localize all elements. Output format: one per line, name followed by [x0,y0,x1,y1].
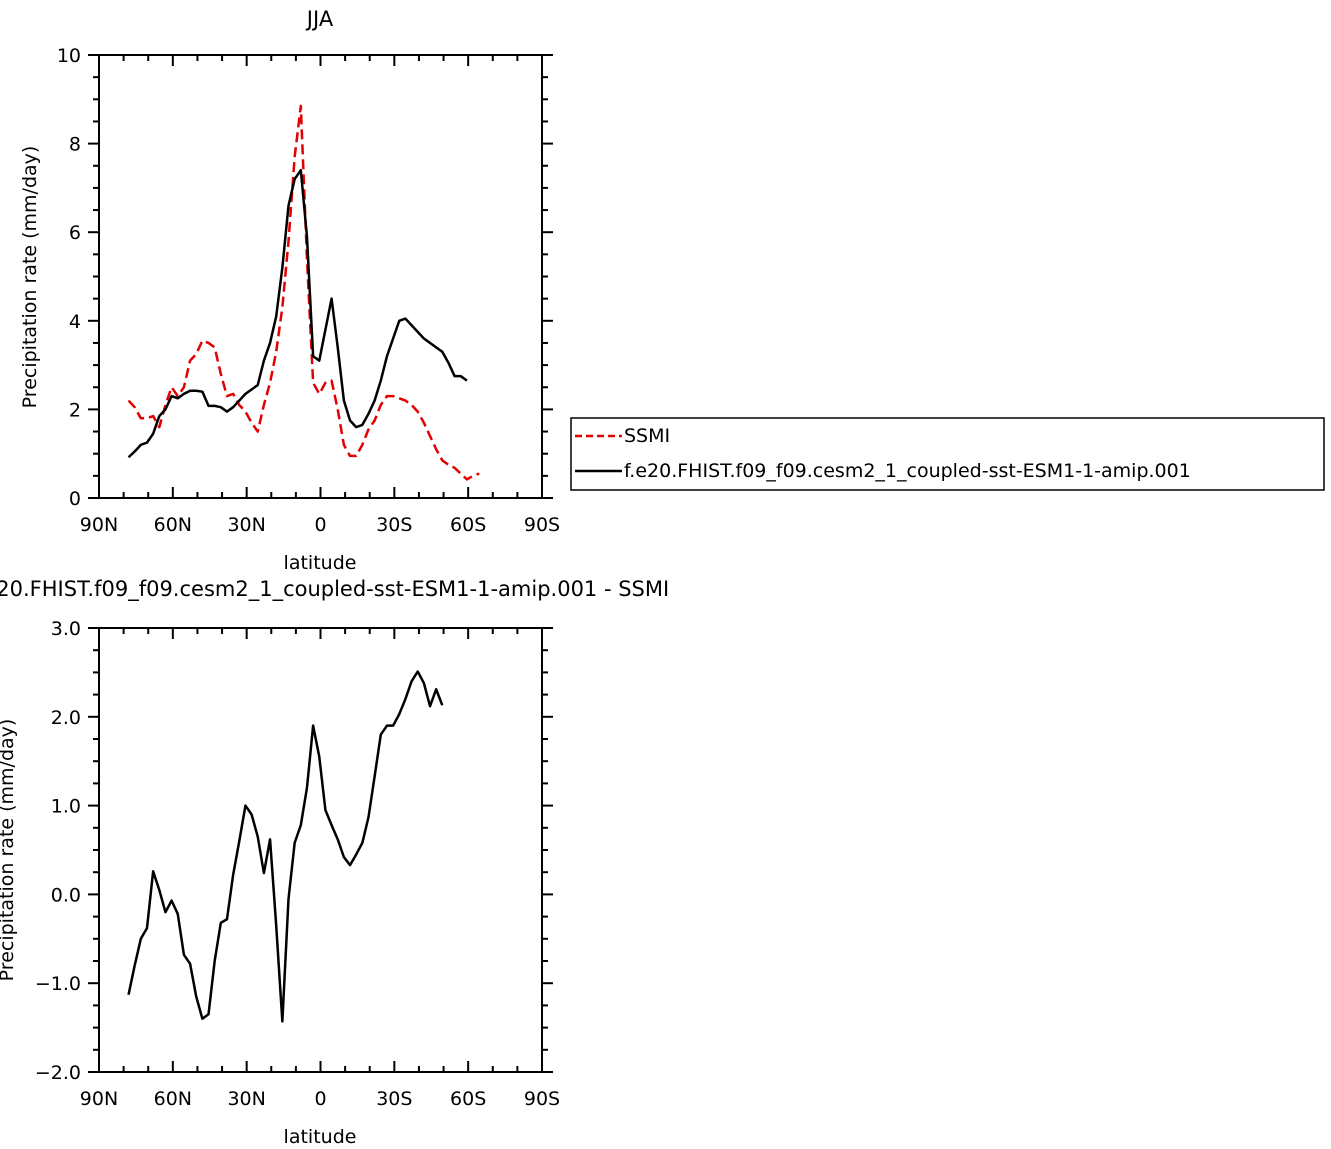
x-tick-label: 90S [524,514,560,536]
x-tick-label: 60S [450,514,486,536]
series-line-0 [127,670,444,1023]
y-tick-label: 1.0 [51,796,81,818]
x-tick-label: 0 [314,514,326,536]
x-tick-label: 90N [80,514,118,536]
y-tick-label: 3.0 [51,618,81,640]
x-tick-label: 30S [376,1088,412,1110]
series-group [127,670,444,1023]
x-tick-label: 60S [450,1088,486,1110]
legend-label-ssmi: SSMI [624,425,670,447]
x-tick-label: 30N [227,1088,265,1110]
panel-bottom: f.e20.FHIST.f09_f09.cesm2_1_coupled-sst-… [0,577,669,1148]
y-tick-label: 2.0 [51,707,81,729]
y-tick-label: 10 [57,45,81,67]
x-tick-label: 60N [154,1088,192,1110]
y-axis-label: Precipitation rate (mm/day) [0,719,18,982]
panel-top: JJA 90N 60N 30N 0 30S 60S 90S 0 2 4 6 8 10 latitude… [19,7,1325,574]
y-tick-labels: 0 2 4 6 8 10 [57,45,81,510]
y-tick-label: −2.0 [35,1062,81,1084]
chart-title: JJA [305,7,334,31]
plot-frame [98,627,543,1073]
x-tick-label: 90S [524,1088,560,1110]
plot-frame [98,54,543,499]
x-tick-label: 30N [227,514,265,536]
series-group [127,104,480,481]
y-tick-label: 0 [69,488,81,510]
chart-title: f.e20.FHIST.f09_f09.cesm2_1_coupled-sst-… [0,577,669,602]
x-tick-label: 90N [80,1088,118,1110]
y-tick-label: 4 [69,311,81,333]
x-tick-label: 0 [314,1088,326,1110]
y-tick-label: 0.0 [51,884,81,906]
y-tick-label: −1.0 [35,973,81,995]
legend-label-model: f.e20.FHIST.f09_f09.cesm2_1_coupled-sst-… [624,460,1191,482]
x-axis-label: latitude [284,1126,357,1148]
y-axis-label: Precipitation rate (mm/day) [19,146,41,409]
legend-box [570,417,1325,491]
y-tick-labels: −2.0 −1.0 0.0 1.0 2.0 3.0 [35,618,81,1084]
tick-marks [88,54,553,499]
x-axis-label: latitude [284,552,357,574]
tick-marks [88,627,553,1073]
series-line-1 [127,168,468,459]
x-tick-labels: 90N 60N 30N 0 30S 60S 90S [80,1088,560,1110]
y-tick-label: 6 [69,222,81,244]
y-tick-label: 2 [69,399,81,421]
x-tick-labels: 90N 60N 30N 0 30S 60S 90S [80,514,560,536]
y-tick-label: 8 [69,134,81,156]
series-line-0 [127,104,480,481]
x-tick-label: 60N [154,514,192,536]
x-tick-label: 30S [376,514,412,536]
legend: SSMI f.e20.FHIST.f09_f09.cesm2_1_coupled… [570,417,1325,491]
